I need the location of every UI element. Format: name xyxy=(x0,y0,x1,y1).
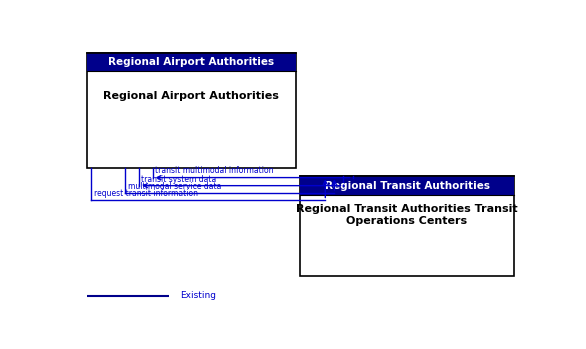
Text: Regional Transit Authorities Transit
Operations Centers: Regional Transit Authorities Transit Ope… xyxy=(297,205,518,226)
Text: Regional Airport Authorities: Regional Airport Authorities xyxy=(108,57,274,67)
Text: request transit information: request transit information xyxy=(94,189,197,198)
Text: transit multimodal information: transit multimodal information xyxy=(155,166,274,176)
Text: transit system data: transit system data xyxy=(141,174,217,184)
Bar xyxy=(300,176,514,276)
Bar xyxy=(87,53,296,168)
Bar xyxy=(87,53,296,72)
Text: Existing: Existing xyxy=(180,291,216,300)
Text: Regional Airport Authorities: Regional Airport Authorities xyxy=(103,91,280,101)
Text: Regional Transit Authorities: Regional Transit Authorities xyxy=(325,181,489,191)
Text: multimodal service data: multimodal service data xyxy=(128,182,221,191)
Bar xyxy=(300,176,514,195)
